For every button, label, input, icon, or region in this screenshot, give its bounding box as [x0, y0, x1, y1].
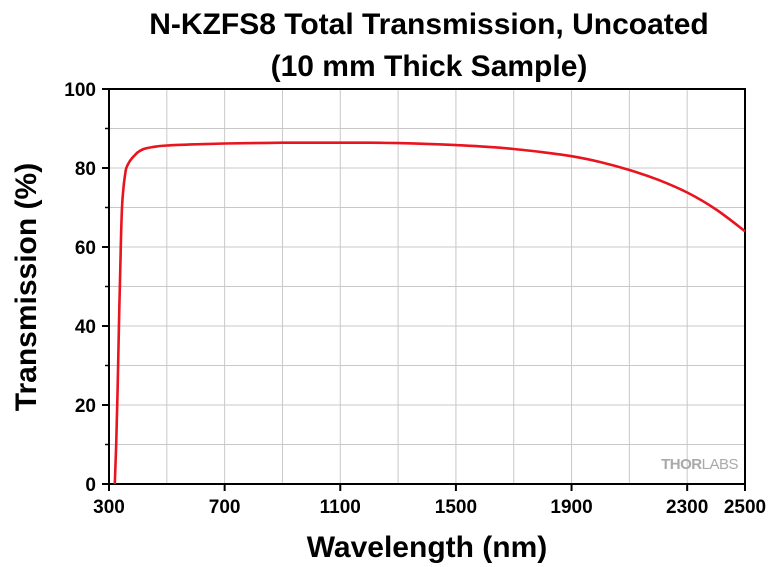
- tick-marks: [102, 88, 746, 491]
- chart-title-line1: N-KZFS8 Total Transmission, Uncoated: [149, 8, 709, 41]
- x-tick-label: 1900: [550, 497, 592, 518]
- x-tick-labels: 300 700 1100 1500 1900 2300 2500: [93, 497, 766, 518]
- y-tick-label: 40: [75, 317, 96, 338]
- y-tick-label: 20: [75, 396, 96, 417]
- y-axis-title: Transmission (%): [10, 163, 43, 411]
- x-axis-title: Wavelength (nm): [307, 531, 548, 564]
- x-tick-label: 700: [209, 497, 241, 518]
- x-tick-label: 1500: [435, 497, 477, 518]
- svg-text:THORLABS: THORLABS: [661, 456, 738, 473]
- thorlabs-watermark: THORLABS: [661, 456, 739, 473]
- x-tick-label: 1100: [320, 497, 361, 518]
- watermark-thor: THOR: [661, 456, 702, 473]
- y-tick-labels: 0 20 40 60 80 100: [64, 80, 96, 496]
- chart-title-line2: (10 mm Thick Sample): [271, 50, 588, 83]
- y-tick-label: 0: [85, 475, 96, 496]
- x-tick-label: 2300: [666, 497, 708, 518]
- x-tick-label: 300: [93, 497, 125, 518]
- y-tick-label: 60: [75, 238, 96, 259]
- watermark-labs: LABS: [702, 456, 739, 473]
- y-tick-label: 100: [64, 80, 96, 101]
- plot-frame: [108, 88, 746, 485]
- transmission-curve: [113, 141, 746, 485]
- series-layer: [113, 141, 746, 485]
- x-tick-label: 2500: [724, 497, 766, 518]
- y-tick-label: 80: [75, 159, 96, 180]
- grid-lines: [108, 88, 746, 485]
